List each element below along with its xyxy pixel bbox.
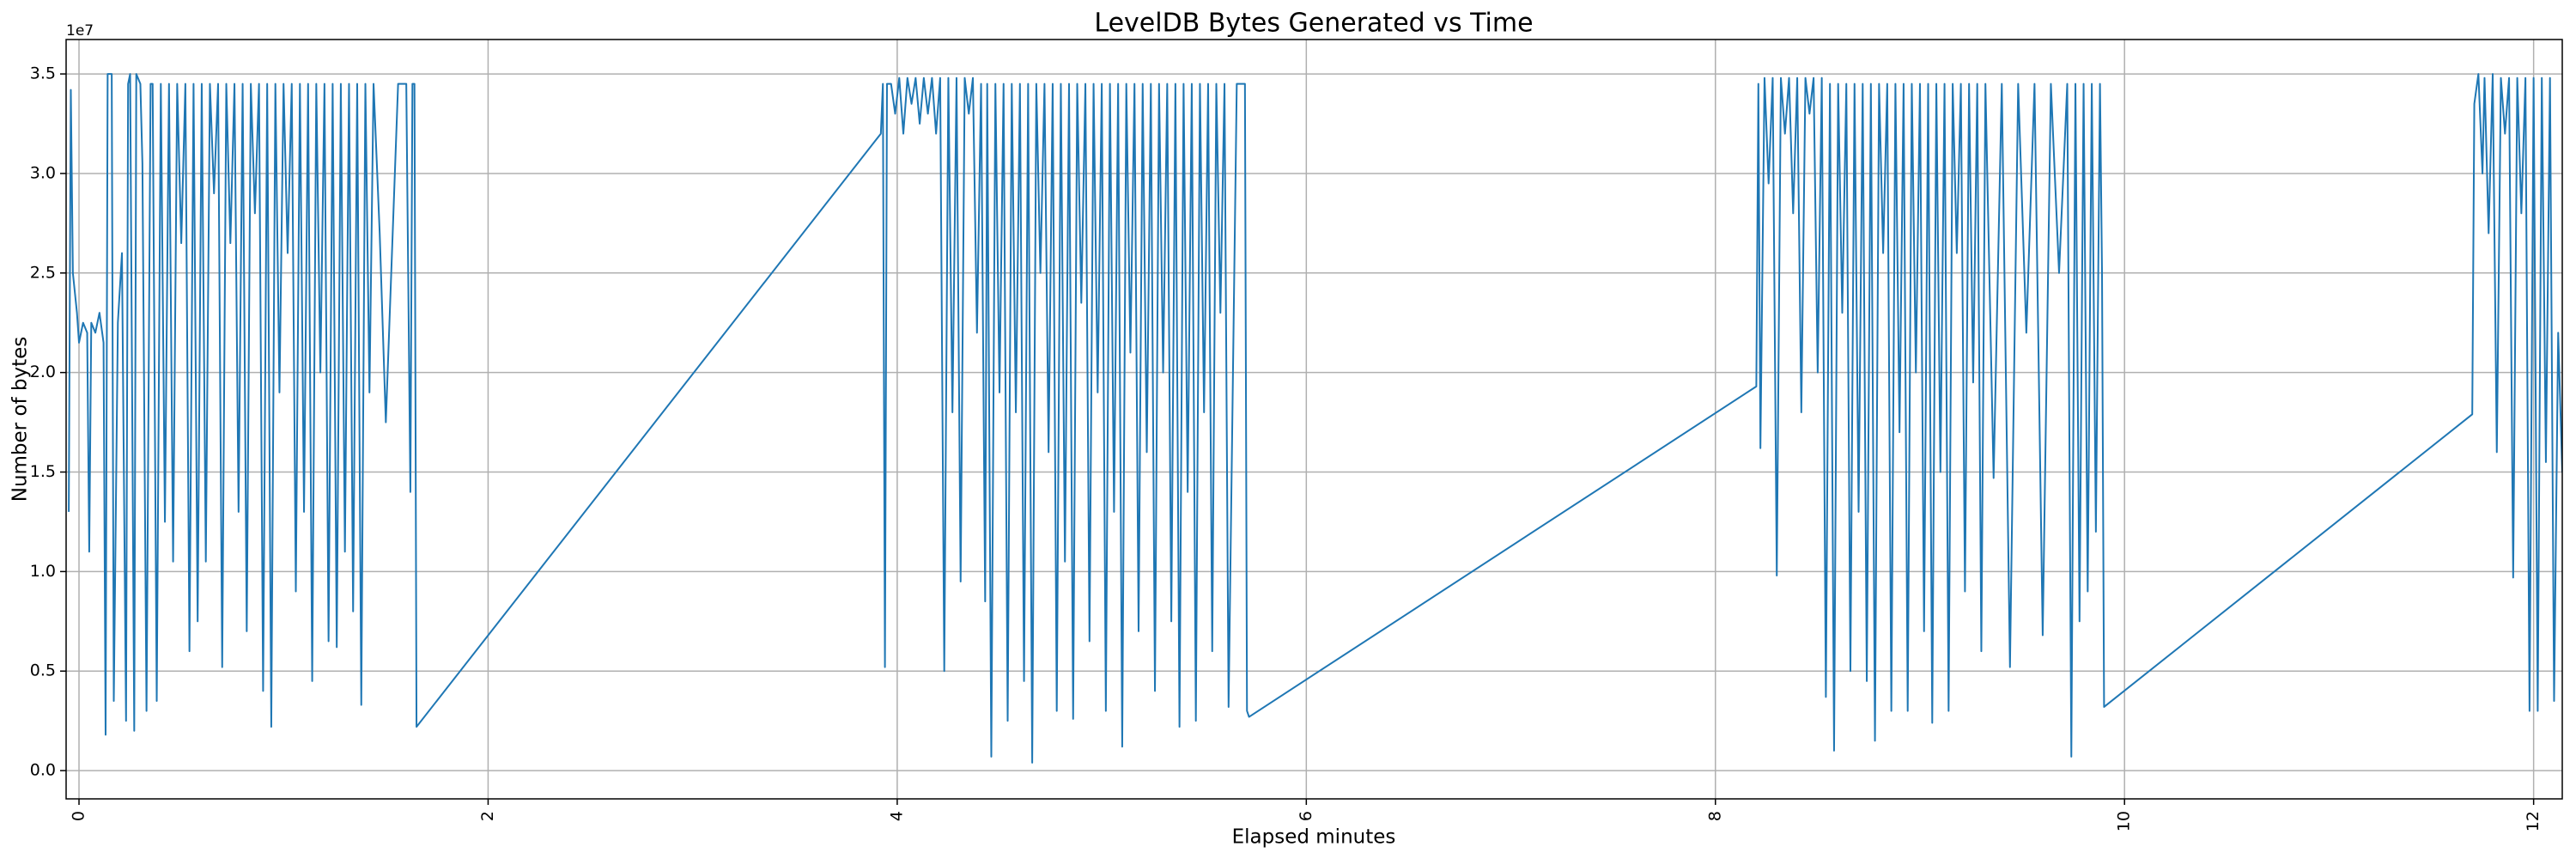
x-tick-label: 0 <box>70 811 88 821</box>
y-tick-label: 3.5 <box>30 64 56 83</box>
x-tick-label: 2 <box>478 811 497 821</box>
y-tick-label: 2.5 <box>30 263 56 282</box>
y-tick-label: 0.0 <box>30 761 56 780</box>
y-axis-label: Number of bytes <box>9 337 32 503</box>
chart-title: LevelDB Bytes Generated vs Time <box>1094 9 1533 39</box>
x-tick-label: 4 <box>887 811 906 821</box>
axes-frame <box>65 39 2563 800</box>
ticks: 0.0 0.5 1.0 1.5 2.0 2.5 3.0 3.5 0 2 4 6 8 10 12 <box>30 64 2543 832</box>
y-tick-label: 1.0 <box>30 562 56 581</box>
x-tick-label: 10 <box>2115 811 2134 832</box>
x-tick-label: 6 <box>1297 811 1315 821</box>
data-line <box>68 73 2562 764</box>
grid <box>66 40 2562 799</box>
y-tick-label: 3.0 <box>30 163 56 182</box>
y-offset-label: 1e7 <box>66 22 94 40</box>
y-tick-label: 0.5 <box>30 661 56 680</box>
x-axis-label: Elapsed minutes <box>1232 826 1396 849</box>
x-tick-label: 8 <box>1705 811 1724 821</box>
plot-area <box>68 73 2562 764</box>
y-tick-label: 2.0 <box>30 362 56 381</box>
y-tick-label: 1.5 <box>30 462 56 481</box>
x-tick-label: 12 <box>2524 811 2543 832</box>
